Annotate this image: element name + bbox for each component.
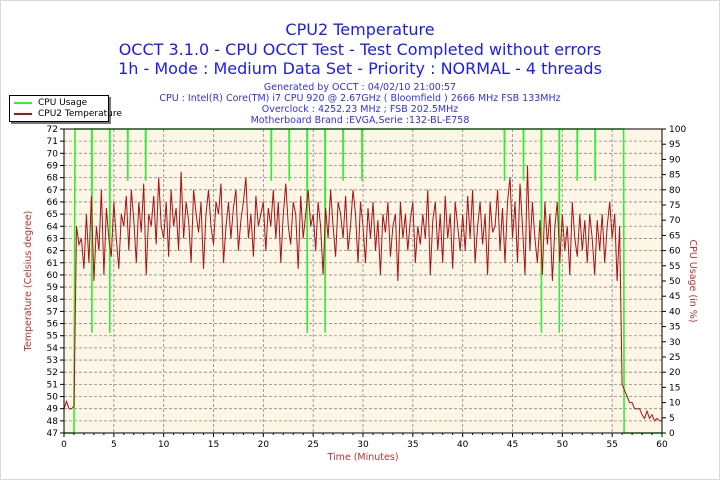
y2-tick-label: 35	[669, 323, 680, 333]
y2-tick-label: 10	[669, 399, 681, 409]
y-tick-label: 68	[47, 174, 59, 184]
legend-item-cpu2-temperature: CPU2 Temperature	[14, 108, 122, 119]
y-tick-label: 58	[47, 295, 59, 305]
y2-tick-label: 60	[669, 247, 681, 257]
x-tick-label: 45	[507, 440, 518, 450]
legend-item-cpu-usage: CPU Usage	[14, 97, 87, 108]
y-tick-label: 62	[47, 247, 58, 257]
chart-title: CPU2 Temperature	[285, 20, 435, 39]
y2-tick-label: 75	[669, 201, 680, 211]
y2-tick-label: 5	[669, 414, 675, 424]
y-tick-label: 69	[47, 161, 59, 171]
cpu2-temperature-line	[63, 165, 662, 422]
y-tick-label: 56	[47, 320, 59, 330]
y2-tick-label: 30	[669, 338, 681, 348]
cpu-info: CPU : Intel(R) Core(TM) i7 CPU 920 @ 2.6…	[159, 93, 561, 104]
y-tick-label: 63	[47, 234, 58, 244]
y-axis-label: Temperature (Celsius degree)	[23, 211, 34, 353]
y2-tick-label: 95	[669, 140, 680, 150]
y2-tick-label: 80	[669, 186, 681, 196]
y-tick-label: 50	[47, 393, 59, 403]
x-tick-label: 55	[606, 440, 617, 450]
y-tick-label: 71	[47, 137, 58, 147]
x-tick-label: 15	[208, 440, 219, 450]
y2-tick-label: 55	[669, 262, 680, 272]
x-tick-label: 30	[357, 440, 369, 450]
y-tick-label: 47	[47, 429, 58, 439]
y-tick-label: 54	[47, 344, 59, 354]
y-tick-label: 48	[47, 417, 59, 427]
y2-tick-label: 85	[669, 171, 680, 181]
overclock-info: Overclock : 4252.23 MHz ; FSB 202.5MHz	[261, 104, 459, 115]
x-tick-label: 10	[158, 440, 170, 450]
y2-tick-label: 0	[669, 429, 675, 439]
y2-tick-label: 100	[669, 125, 686, 135]
x-tick-label: 0	[61, 440, 67, 450]
y2-tick-label: 25	[669, 353, 680, 363]
test-mode: 1h - Mode : Medium Data Set - Priority :…	[118, 59, 602, 78]
x-tick-label: 20	[258, 440, 270, 450]
y2-tick-label: 15	[669, 383, 680, 393]
y2-tick-label: 45	[669, 292, 680, 302]
y-tick-label: 61	[47, 259, 58, 269]
y-tick-label: 67	[47, 186, 58, 196]
y-tick-label: 60	[47, 271, 59, 281]
y-tick-label: 59	[47, 283, 59, 293]
x-tick-label: 5	[111, 440, 117, 450]
y2-tick-label: 40	[669, 307, 681, 317]
legend-swatch-red	[14, 112, 32, 115]
x-tick-label: 60	[656, 440, 668, 450]
legend-label: CPU2 Temperature	[38, 108, 122, 119]
legend: CPU Usage CPU2 Temperature	[9, 95, 122, 122]
x-tick-label: 35	[407, 440, 418, 450]
y-tick-label: 51	[47, 380, 58, 390]
y-tick-label: 52	[47, 368, 58, 378]
x-tick-label: 25	[307, 440, 318, 450]
y-tick-label: 66	[47, 198, 59, 208]
y2-tick-label: 65	[669, 231, 680, 241]
x-tick-label: 40	[457, 440, 469, 450]
y-tick-label: 65	[47, 210, 58, 220]
y-tick-label: 55	[47, 332, 58, 342]
y2-tick-label: 50	[669, 277, 681, 287]
y-tick-label: 70	[47, 149, 59, 159]
test-summary: OCCT 3.1.0 - CPU OCCT Test - Test Comple…	[118, 40, 602, 59]
y2-axis-label: CPU Usage (in %)	[687, 239, 698, 322]
y2-tick-label: 20	[669, 368, 681, 378]
x-axis-label: Time (Minutes)	[326, 452, 398, 463]
y-tick-label: 64	[47, 222, 59, 232]
motherboard-info: Motherboard Brand :EVGA,Serie :132-BL-E7…	[250, 115, 470, 126]
y2-tick-label: 90	[669, 155, 681, 165]
legend-swatch-green	[14, 101, 32, 104]
y-tick-label: 49	[47, 405, 59, 415]
x-tick-label: 50	[557, 440, 569, 450]
generated-info: Generated by OCCT : 04/02/10 21:00:57	[263, 82, 457, 93]
y2-tick-label: 70	[669, 216, 681, 226]
y-tick-label: 72	[47, 125, 58, 135]
legend-label: CPU Usage	[38, 97, 88, 108]
y-tick-label: 57	[47, 307, 58, 317]
y-tick-label: 53	[47, 356, 58, 366]
